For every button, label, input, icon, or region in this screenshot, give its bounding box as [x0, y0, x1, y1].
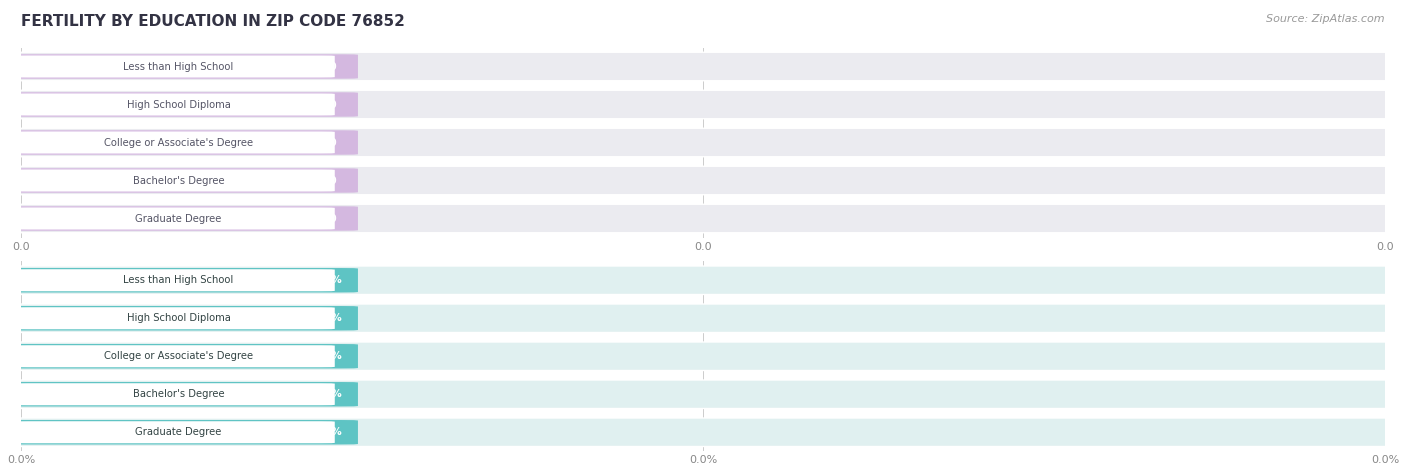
FancyBboxPatch shape — [14, 132, 335, 153]
Text: Less than High School: Less than High School — [124, 61, 233, 72]
FancyBboxPatch shape — [4, 206, 359, 231]
FancyBboxPatch shape — [0, 380, 1406, 408]
Text: Bachelor's Degree: Bachelor's Degree — [132, 389, 225, 399]
FancyBboxPatch shape — [4, 344, 359, 369]
FancyBboxPatch shape — [4, 420, 359, 445]
Text: College or Associate's Degree: College or Associate's Degree — [104, 137, 253, 148]
FancyBboxPatch shape — [14, 94, 335, 115]
Text: College or Associate's Degree: College or Associate's Degree — [104, 351, 253, 361]
Text: 0.0: 0.0 — [319, 137, 337, 148]
FancyBboxPatch shape — [4, 130, 359, 155]
Text: High School Diploma: High School Diploma — [127, 99, 231, 110]
Text: 0.0%: 0.0% — [314, 351, 342, 361]
Text: 0.0%: 0.0% — [314, 427, 342, 437]
FancyBboxPatch shape — [14, 345, 335, 367]
FancyBboxPatch shape — [0, 52, 1406, 81]
FancyBboxPatch shape — [4, 92, 359, 117]
FancyBboxPatch shape — [0, 166, 1406, 195]
FancyBboxPatch shape — [0, 418, 1406, 446]
FancyBboxPatch shape — [14, 421, 335, 443]
FancyBboxPatch shape — [0, 204, 1406, 233]
FancyBboxPatch shape — [14, 208, 335, 229]
Text: 0.0%: 0.0% — [314, 275, 342, 285]
FancyBboxPatch shape — [4, 168, 359, 193]
Text: 0.0: 0.0 — [319, 175, 337, 186]
FancyBboxPatch shape — [0, 90, 1406, 119]
FancyBboxPatch shape — [4, 268, 359, 293]
Text: Graduate Degree: Graduate Degree — [135, 427, 222, 437]
FancyBboxPatch shape — [14, 307, 335, 329]
FancyBboxPatch shape — [0, 128, 1406, 157]
Text: 0.0%: 0.0% — [314, 389, 342, 399]
Text: Bachelor's Degree: Bachelor's Degree — [132, 175, 225, 186]
Text: Graduate Degree: Graduate Degree — [135, 213, 222, 224]
FancyBboxPatch shape — [14, 56, 335, 77]
Text: 0.0: 0.0 — [319, 213, 337, 224]
Text: Source: ZipAtlas.com: Source: ZipAtlas.com — [1267, 14, 1385, 24]
FancyBboxPatch shape — [14, 383, 335, 405]
FancyBboxPatch shape — [14, 170, 335, 191]
Text: 0.0: 0.0 — [319, 99, 337, 110]
FancyBboxPatch shape — [4, 306, 359, 331]
FancyBboxPatch shape — [14, 269, 335, 291]
FancyBboxPatch shape — [4, 54, 359, 79]
FancyBboxPatch shape — [0, 266, 1406, 294]
Text: Less than High School: Less than High School — [124, 275, 233, 285]
FancyBboxPatch shape — [0, 304, 1406, 332]
Text: 0.0%: 0.0% — [314, 313, 342, 323]
FancyBboxPatch shape — [0, 342, 1406, 370]
Text: High School Diploma: High School Diploma — [127, 313, 231, 323]
FancyBboxPatch shape — [4, 382, 359, 407]
Text: 0.0: 0.0 — [319, 61, 337, 72]
Text: FERTILITY BY EDUCATION IN ZIP CODE 76852: FERTILITY BY EDUCATION IN ZIP CODE 76852 — [21, 14, 405, 29]
